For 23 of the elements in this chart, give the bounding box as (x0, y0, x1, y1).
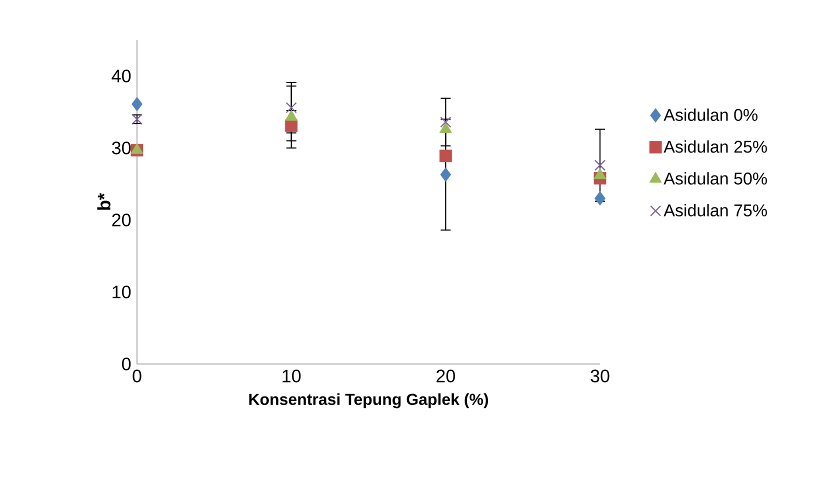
y-tick-label: 20 (112, 214, 131, 226)
point (594, 191, 606, 206)
y-axis-title: b* (97, 193, 110, 210)
x-axis-title: Konsentrasi Tepung Gaplek (%) (249, 393, 488, 408)
x-tick-label: 20 (436, 370, 455, 382)
point (439, 150, 452, 162)
x-tick-label: 10 (282, 370, 301, 382)
point (286, 102, 297, 114)
point (594, 160, 606, 171)
y-tick-label: 30 (112, 142, 131, 154)
point (440, 116, 452, 128)
legend-label: Asidulan 25% (664, 140, 767, 153)
legend-label: Asidulan 0% (664, 108, 758, 121)
legend-label: Asidulan 75% (664, 204, 767, 216)
point (132, 96, 142, 112)
x-tick-label: 0 (132, 370, 142, 382)
y-tick-label: 0 (122, 358, 131, 370)
y-tick-label: 10 (112, 286, 131, 298)
y-tick-label: 40 (112, 70, 131, 82)
point (131, 114, 143, 125)
x-tick-label: 30 (590, 370, 610, 382)
point (440, 167, 452, 182)
legend-label: Asidulan 50% (664, 172, 767, 185)
